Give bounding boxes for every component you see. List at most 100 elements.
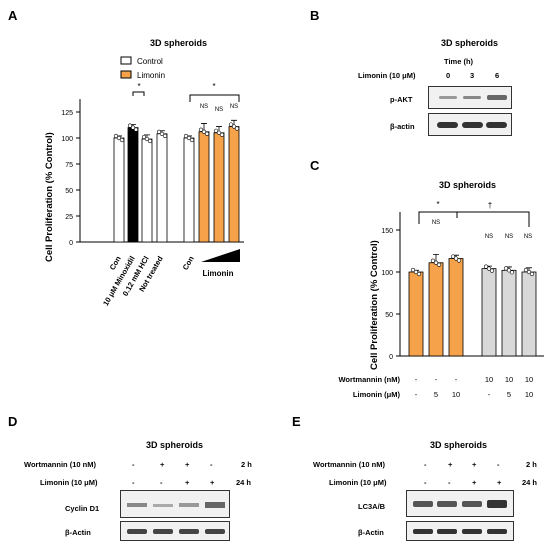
data-point [204,131,210,136]
ns-label: NS [215,107,223,113]
blot-band [413,529,433,534]
bar [448,258,464,357]
data-point [144,136,150,142]
y-tick-label: 125 [61,110,73,117]
data-point [509,270,515,275]
time-label: 24 h [522,478,538,487]
y-ticks-c: 0 50 100 150 [381,228,400,361]
row-label-wortmannin: Wortmannin (10 nM) [24,460,96,469]
blot-band [205,502,225,508]
cell: - [435,375,438,384]
ns-label: NS [485,234,493,240]
data-point [234,126,240,131]
blot-band [487,529,507,534]
cell: - [455,375,458,384]
y-tick-label: 150 [381,228,393,235]
data-point [526,269,532,275]
data-point [410,267,416,273]
blot-band [487,500,507,508]
sig-mark-a1: * [137,82,140,91]
data-point [201,129,207,134]
data-point [189,137,195,143]
cell: 10 [485,375,493,384]
blot-band [205,529,225,534]
cell: + [472,478,477,487]
panel-b-title: 3D spheroids [441,38,499,48]
row-label-wortmannin: Wortmannin (nM) [338,375,400,384]
row-label-limonin: Limonin (10 μM) [358,71,416,80]
row-label-limonin: Limonin (μM) [353,390,401,399]
limonin-axis-label: Limonin [202,269,233,278]
blot-label: p-AKT [390,95,413,104]
data-point [130,125,136,130]
y-ticks-a: 0 25 50 75 100 125 [61,110,80,247]
blot-band [462,529,482,534]
data-point [506,268,512,273]
y-tick-label: 25 [65,214,73,221]
panel-a-title: 3D spheroids [150,38,208,48]
blot-band [413,501,433,507]
data-point [413,269,419,275]
legend-limonin-label: Limonin [137,71,165,80]
cell: 10 [452,390,460,399]
blot-band [437,529,457,534]
cell: 10 [525,390,533,399]
time-value: 6 [495,71,500,80]
cell: - [448,478,451,487]
blot-bactin-e [406,521,514,541]
cell: - [424,460,427,469]
blot-bactin-d [120,521,230,541]
cell: + [210,478,215,487]
data-point [133,127,139,132]
blot-bactin-b [428,113,512,136]
cell: + [160,460,165,469]
cell: 5 [507,390,511,399]
data-point [450,254,456,259]
y-tick-label: 100 [381,270,393,277]
data-point [529,271,535,277]
bars-c [408,253,537,357]
row-label-wortmannin: Wortmannin (10 nM) [313,460,385,469]
bar [501,269,517,357]
data-point [503,266,509,271]
blot-band [437,501,457,507]
data-point [416,271,422,277]
cell: - [132,478,135,487]
chart-a: Control Limonin 0 25 50 75 100 125 Cell … [44,56,244,307]
ns-label: NS [524,234,532,240]
y-tick-label: 0 [389,354,393,361]
data-point [219,132,225,137]
cell: - [488,390,491,399]
data-point [456,258,462,263]
cell: + [185,460,190,469]
blot-pakt [428,86,512,109]
panel-label-d: D [8,414,18,429]
sig-mark-c2: † [488,201,492,210]
blot-label: Cyclin D1 [65,504,100,513]
row-label-limonin: Limonin (10 μM) [329,478,387,487]
cell: - [497,460,500,469]
cell: + [185,478,190,487]
blot-band [462,501,482,507]
data-point [523,267,529,273]
chart-c: 0 50 100 150 Cell Proliferation (% Contr… [338,200,544,399]
cell: + [497,478,502,487]
time-label: 2 h [526,460,537,469]
blot-cyclin-d1 [120,490,230,518]
ns-label: NS [230,104,238,110]
bar [481,268,497,357]
data-point [433,260,439,265]
y-axis-label-a: Cell Proliferation (% Control) [44,132,55,262]
panel-d-title: 3D spheroids [146,440,204,450]
time-label: 24 h [236,478,252,487]
time-value: 3 [470,71,475,80]
cell: 10 [525,375,533,384]
sig-mark-c1: * [436,200,439,209]
cell: - [415,375,418,384]
bar [428,262,444,357]
blot-band [179,503,199,507]
data-point [436,262,442,267]
y-axis-label-c: Cell Proliferation (% Control) [369,240,380,370]
sig-bracket-a2 [189,94,240,102]
bar [521,271,537,357]
